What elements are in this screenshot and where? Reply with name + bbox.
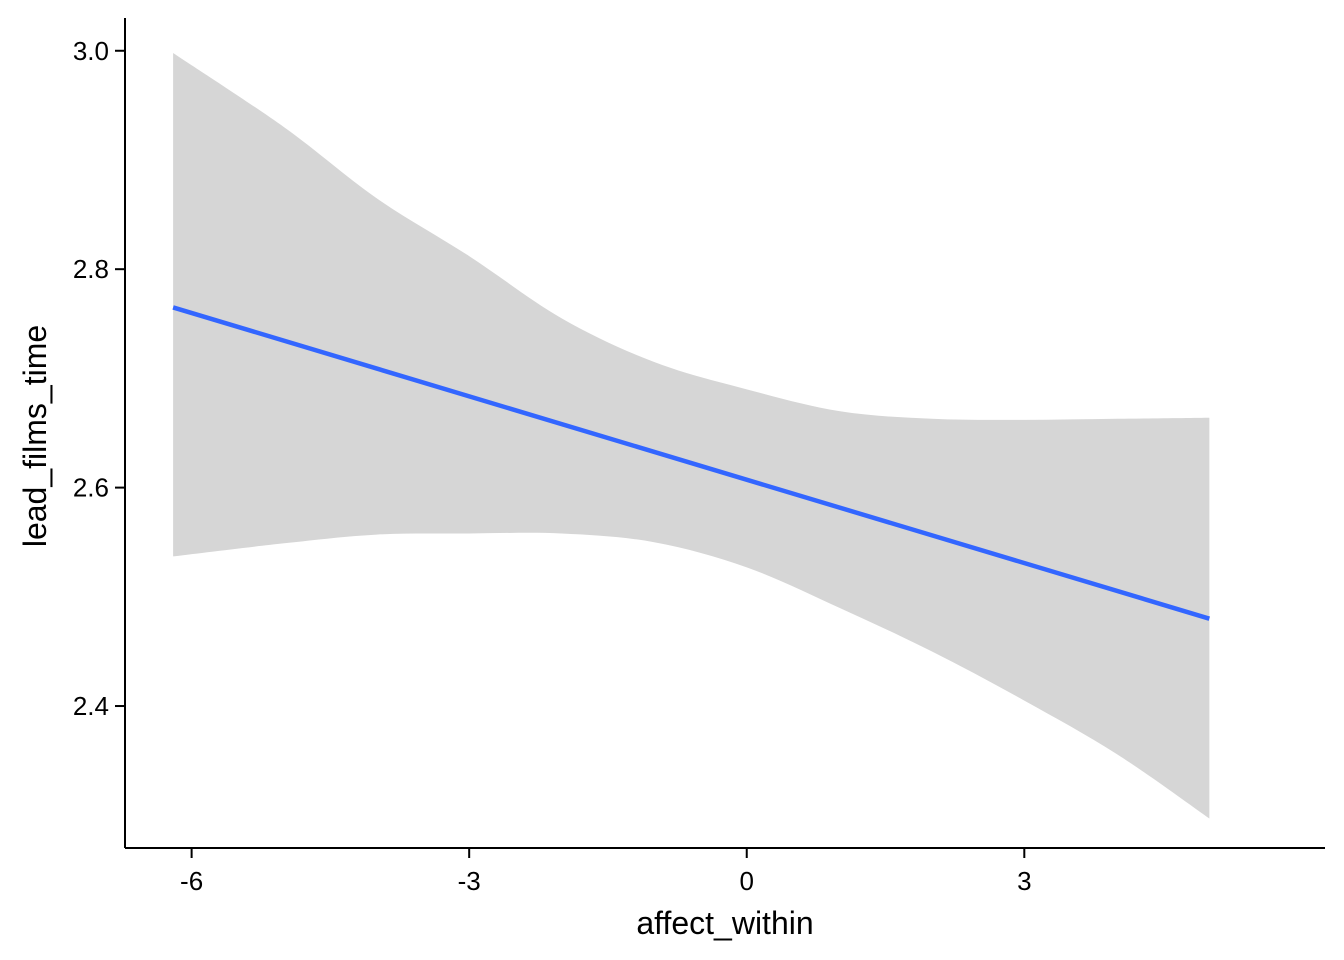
x-tick-label: -6 bbox=[180, 866, 203, 896]
y-tick-label: 2.6 bbox=[73, 473, 109, 503]
y-tick-label: 2.8 bbox=[73, 254, 109, 284]
axes: -6 -3 0 3 2.4 2.6 2.8 3.0 bbox=[73, 18, 1325, 896]
series-line-0 bbox=[172, 305, 1210, 621]
x-tick-label: 3 bbox=[1017, 866, 1031, 896]
y-axis-title: lead_films_time bbox=[17, 325, 53, 547]
x-tick-label: -3 bbox=[458, 866, 481, 896]
x-tick-label: 0 bbox=[740, 866, 754, 896]
y-tick-label: 2.4 bbox=[73, 691, 109, 721]
y-tick-label: 3.0 bbox=[73, 36, 109, 66]
plot-area bbox=[172, 52, 1210, 819]
x-axis-title: affect_within bbox=[636, 905, 813, 941]
confidence-band bbox=[173, 52, 1210, 819]
